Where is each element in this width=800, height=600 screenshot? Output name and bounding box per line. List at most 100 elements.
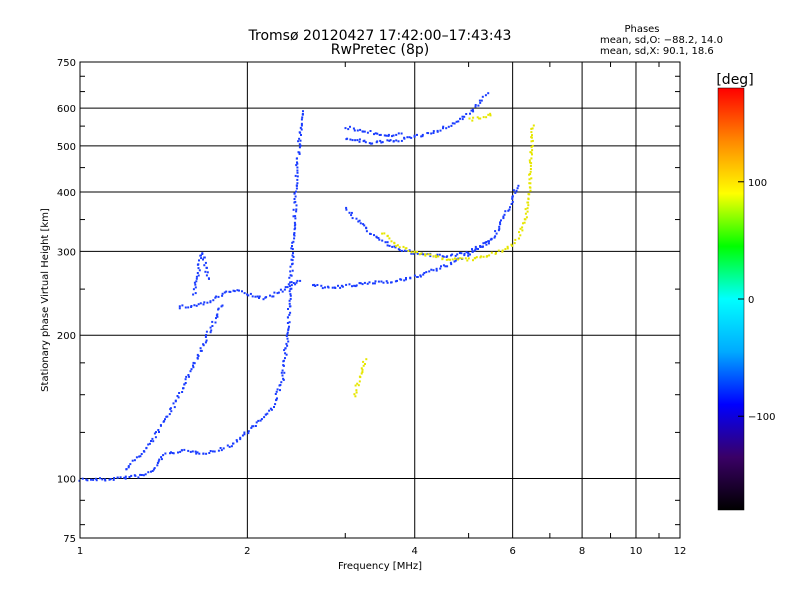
data-point xyxy=(178,307,181,310)
data-point xyxy=(156,462,159,464)
data-point xyxy=(435,269,438,272)
colorbar-tick-label: −100 xyxy=(748,412,775,423)
data-point xyxy=(130,474,133,477)
data-point xyxy=(291,254,294,257)
data-point xyxy=(293,198,296,200)
data-point xyxy=(364,141,367,144)
data-point xyxy=(349,138,352,141)
data-point xyxy=(182,387,185,390)
data-point xyxy=(529,189,532,192)
data-point xyxy=(475,256,478,259)
data-point xyxy=(358,282,361,285)
x-tick-label: 4 xyxy=(412,546,418,557)
data-point xyxy=(429,255,432,258)
data-point xyxy=(381,141,384,144)
data-point xyxy=(162,454,165,457)
data-point xyxy=(345,283,348,286)
data-point xyxy=(158,431,160,433)
data-point xyxy=(163,420,166,423)
data-point xyxy=(461,118,464,121)
data-point xyxy=(281,369,284,372)
data-point xyxy=(386,281,389,284)
data-point xyxy=(288,276,291,279)
data-point xyxy=(472,116,475,119)
data-point xyxy=(289,281,292,284)
data-point xyxy=(347,128,350,131)
data-point xyxy=(497,229,500,232)
data-point xyxy=(416,276,419,278)
data-point xyxy=(421,133,424,136)
data-point xyxy=(301,116,304,119)
data-point xyxy=(104,478,106,481)
data-point xyxy=(424,253,427,256)
x-axis-ticks: 1 2 4 6 8 10 12 xyxy=(77,62,686,557)
data-point xyxy=(201,252,204,255)
data-point xyxy=(453,122,456,125)
data-point xyxy=(381,232,384,235)
data-point xyxy=(531,139,534,142)
data-point xyxy=(485,116,488,119)
data-point xyxy=(209,450,212,452)
data-point xyxy=(463,252,466,255)
data-point xyxy=(529,168,532,170)
data-point xyxy=(530,157,533,160)
data-point xyxy=(276,388,279,391)
data-point xyxy=(202,343,205,346)
data-point xyxy=(521,226,524,229)
data-point xyxy=(320,284,323,287)
data-point xyxy=(282,364,285,367)
data-point xyxy=(249,292,252,295)
data-point xyxy=(135,456,138,459)
data-point xyxy=(386,244,389,247)
data-point xyxy=(286,337,289,340)
data-point xyxy=(442,255,445,258)
data-point xyxy=(205,339,208,342)
data-point xyxy=(247,430,250,433)
data-point xyxy=(362,140,365,143)
data-point xyxy=(123,476,126,479)
data-point xyxy=(421,135,424,138)
data-point xyxy=(528,178,531,181)
data-point xyxy=(463,254,466,257)
data-point xyxy=(184,378,187,381)
data-point xyxy=(425,271,428,274)
data-point xyxy=(206,271,209,274)
data-point xyxy=(391,245,394,248)
data-point xyxy=(405,278,407,281)
data-point xyxy=(436,253,439,256)
data-point xyxy=(172,402,175,405)
data-point xyxy=(479,101,482,104)
data-point xyxy=(254,425,257,427)
y-tick-label: 300 xyxy=(57,247,76,258)
data-point xyxy=(423,272,426,274)
data-point xyxy=(344,127,347,130)
data-point xyxy=(479,245,482,247)
data-point xyxy=(512,189,515,192)
data-point xyxy=(348,283,351,286)
data-point xyxy=(198,259,200,262)
data-point xyxy=(196,451,199,454)
data-point xyxy=(362,360,365,363)
data-point xyxy=(379,139,382,142)
data-point xyxy=(189,370,192,373)
data-point xyxy=(209,300,212,303)
data-point xyxy=(526,207,529,210)
data-point xyxy=(236,440,239,443)
data-point xyxy=(204,341,207,344)
data-point xyxy=(366,282,369,285)
data-point xyxy=(198,269,201,272)
x-tick-label: 8 xyxy=(579,546,585,557)
data-point xyxy=(169,407,172,410)
data-point xyxy=(385,134,388,137)
data-point xyxy=(529,182,532,185)
data-point xyxy=(368,281,371,284)
data-point xyxy=(116,476,119,479)
data-point xyxy=(478,117,481,120)
data-point xyxy=(286,322,289,324)
data-point xyxy=(293,237,296,240)
data-point xyxy=(397,132,400,135)
data-point xyxy=(405,247,408,250)
data-point xyxy=(157,429,160,431)
data-point xyxy=(152,468,155,471)
